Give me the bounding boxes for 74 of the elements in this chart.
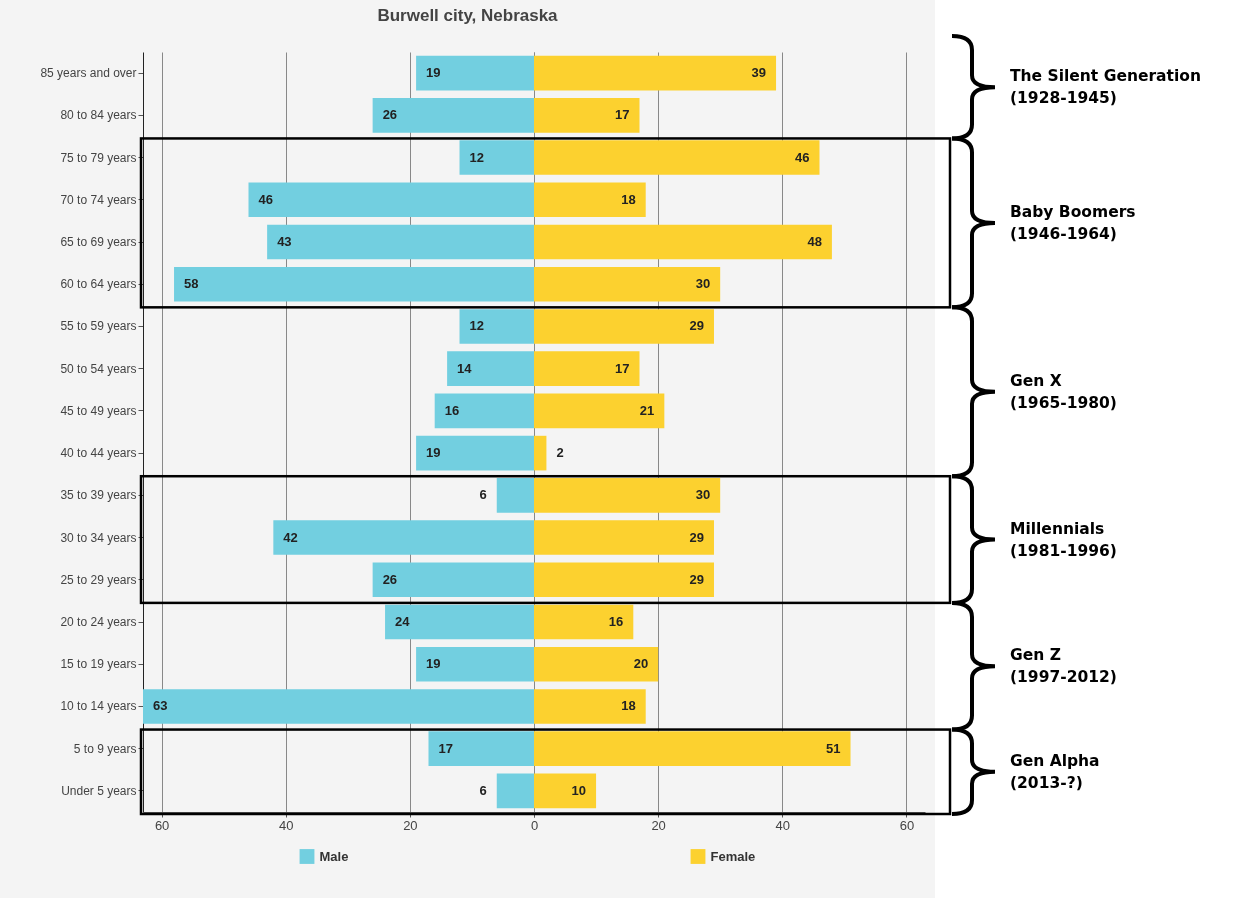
text: Millennials (1981-1996) (1010, 519, 1117, 560)
data-label: 63 (153, 698, 168, 714)
data-label: 46 (795, 149, 810, 165)
chart-title: Burwell city, Nebraska (376, 6, 559, 26)
data-label: 14 (457, 360, 473, 376)
data-label: 2 (556, 445, 564, 461)
data-label: 16 (444, 402, 460, 418)
y-tick-label: 30 to 34 years (60, 530, 137, 545)
data-label: 18 (621, 191, 636, 207)
data-label: 17 (615, 107, 630, 123)
data-label: 46 (258, 191, 273, 207)
data-label: 12 (469, 318, 484, 334)
y-tick-label: 40 to 44 years (60, 446, 137, 461)
data-label: 48 (807, 234, 822, 249)
data-label: 19 (426, 65, 441, 81)
x-tick-label: 60 (154, 817, 170, 833)
y-tick-label: 55 to 59 years (60, 319, 137, 334)
data-label: 6 (479, 782, 487, 798)
data-label: 16 (608, 614, 624, 629)
y-tick-label: 85 years and over (40, 66, 137, 81)
y-tick-label: 25 to 29 years (60, 572, 137, 587)
y-tick-label: 65 to 69 years (60, 235, 137, 249)
data-label: 29 (689, 529, 704, 545)
x-tick-label: 40 (775, 817, 790, 833)
y-tick-label: 75 to 79 years (60, 150, 137, 165)
y-tick-label: 50 to 54 years (60, 361, 137, 376)
legend-label: Female (710, 848, 756, 864)
text: Gen Alpha (2013-?) (1010, 751, 1100, 792)
bar (459, 140, 534, 175)
y-tick-label: 60 to 64 years (60, 277, 137, 292)
y-tick-label: 5 to 9 years (73, 741, 137, 756)
data-label: 29 (689, 318, 704, 334)
x-tick-label: 40 (279, 817, 294, 833)
bar (534, 689, 646, 724)
data-label: 29 (689, 571, 704, 587)
text: Baby Boomers (1946-1964) (1010, 202, 1136, 243)
data-label: 58 (184, 276, 199, 292)
data-label: 51 (826, 740, 841, 756)
y-tick-label: 35 to 39 years (60, 488, 137, 503)
y-tick-label: Under 5 years (61, 783, 137, 798)
legend-label: Male (319, 848, 349, 864)
y-tick-label: 15 to 19 years (60, 657, 137, 672)
text: Gen X (1965-1980) (1010, 371, 1117, 412)
data-label: 17 (615, 360, 630, 376)
data-label: 6 (479, 487, 487, 503)
data-label: 26 (382, 571, 398, 587)
x-tick-label: 20 (651, 817, 666, 833)
data-label: 17 (438, 740, 453, 756)
data-label: 21 (639, 402, 655, 418)
text: Gen Z (1997-2012) (1010, 646, 1117, 687)
y-tick-label: 20 to 24 years (60, 615, 137, 629)
data-label: 26 (382, 107, 398, 123)
data-label: 39 (751, 65, 767, 81)
data-label: 19 (426, 656, 441, 672)
bar (534, 435, 547, 471)
x-tick-label: 60 (899, 817, 915, 833)
data-label: 30 (695, 487, 711, 503)
x-tick-label: 20 (403, 817, 418, 833)
data-label: 30 (695, 276, 711, 292)
data-label: 20 (633, 656, 649, 672)
text: The Silent Generation (1928-1945) (1010, 67, 1201, 108)
y-tick-label: 10 to 14 years (60, 699, 137, 714)
y-tick-label: 70 to 74 years (60, 192, 137, 207)
bar (496, 478, 534, 513)
data-label: 24 (395, 614, 411, 629)
data-label: 42 (283, 529, 298, 545)
data-label: 10 (571, 782, 587, 798)
data-label: 12 (469, 149, 484, 165)
data-label: 43 (277, 234, 292, 249)
data-label: 19 (426, 445, 441, 461)
data-label: 18 (621, 698, 636, 714)
y-tick-label: 45 to 49 years (60, 403, 137, 418)
x-tick-label: 0 (530, 817, 539, 833)
y-tick-label: 80 to 84 years (60, 108, 137, 123)
